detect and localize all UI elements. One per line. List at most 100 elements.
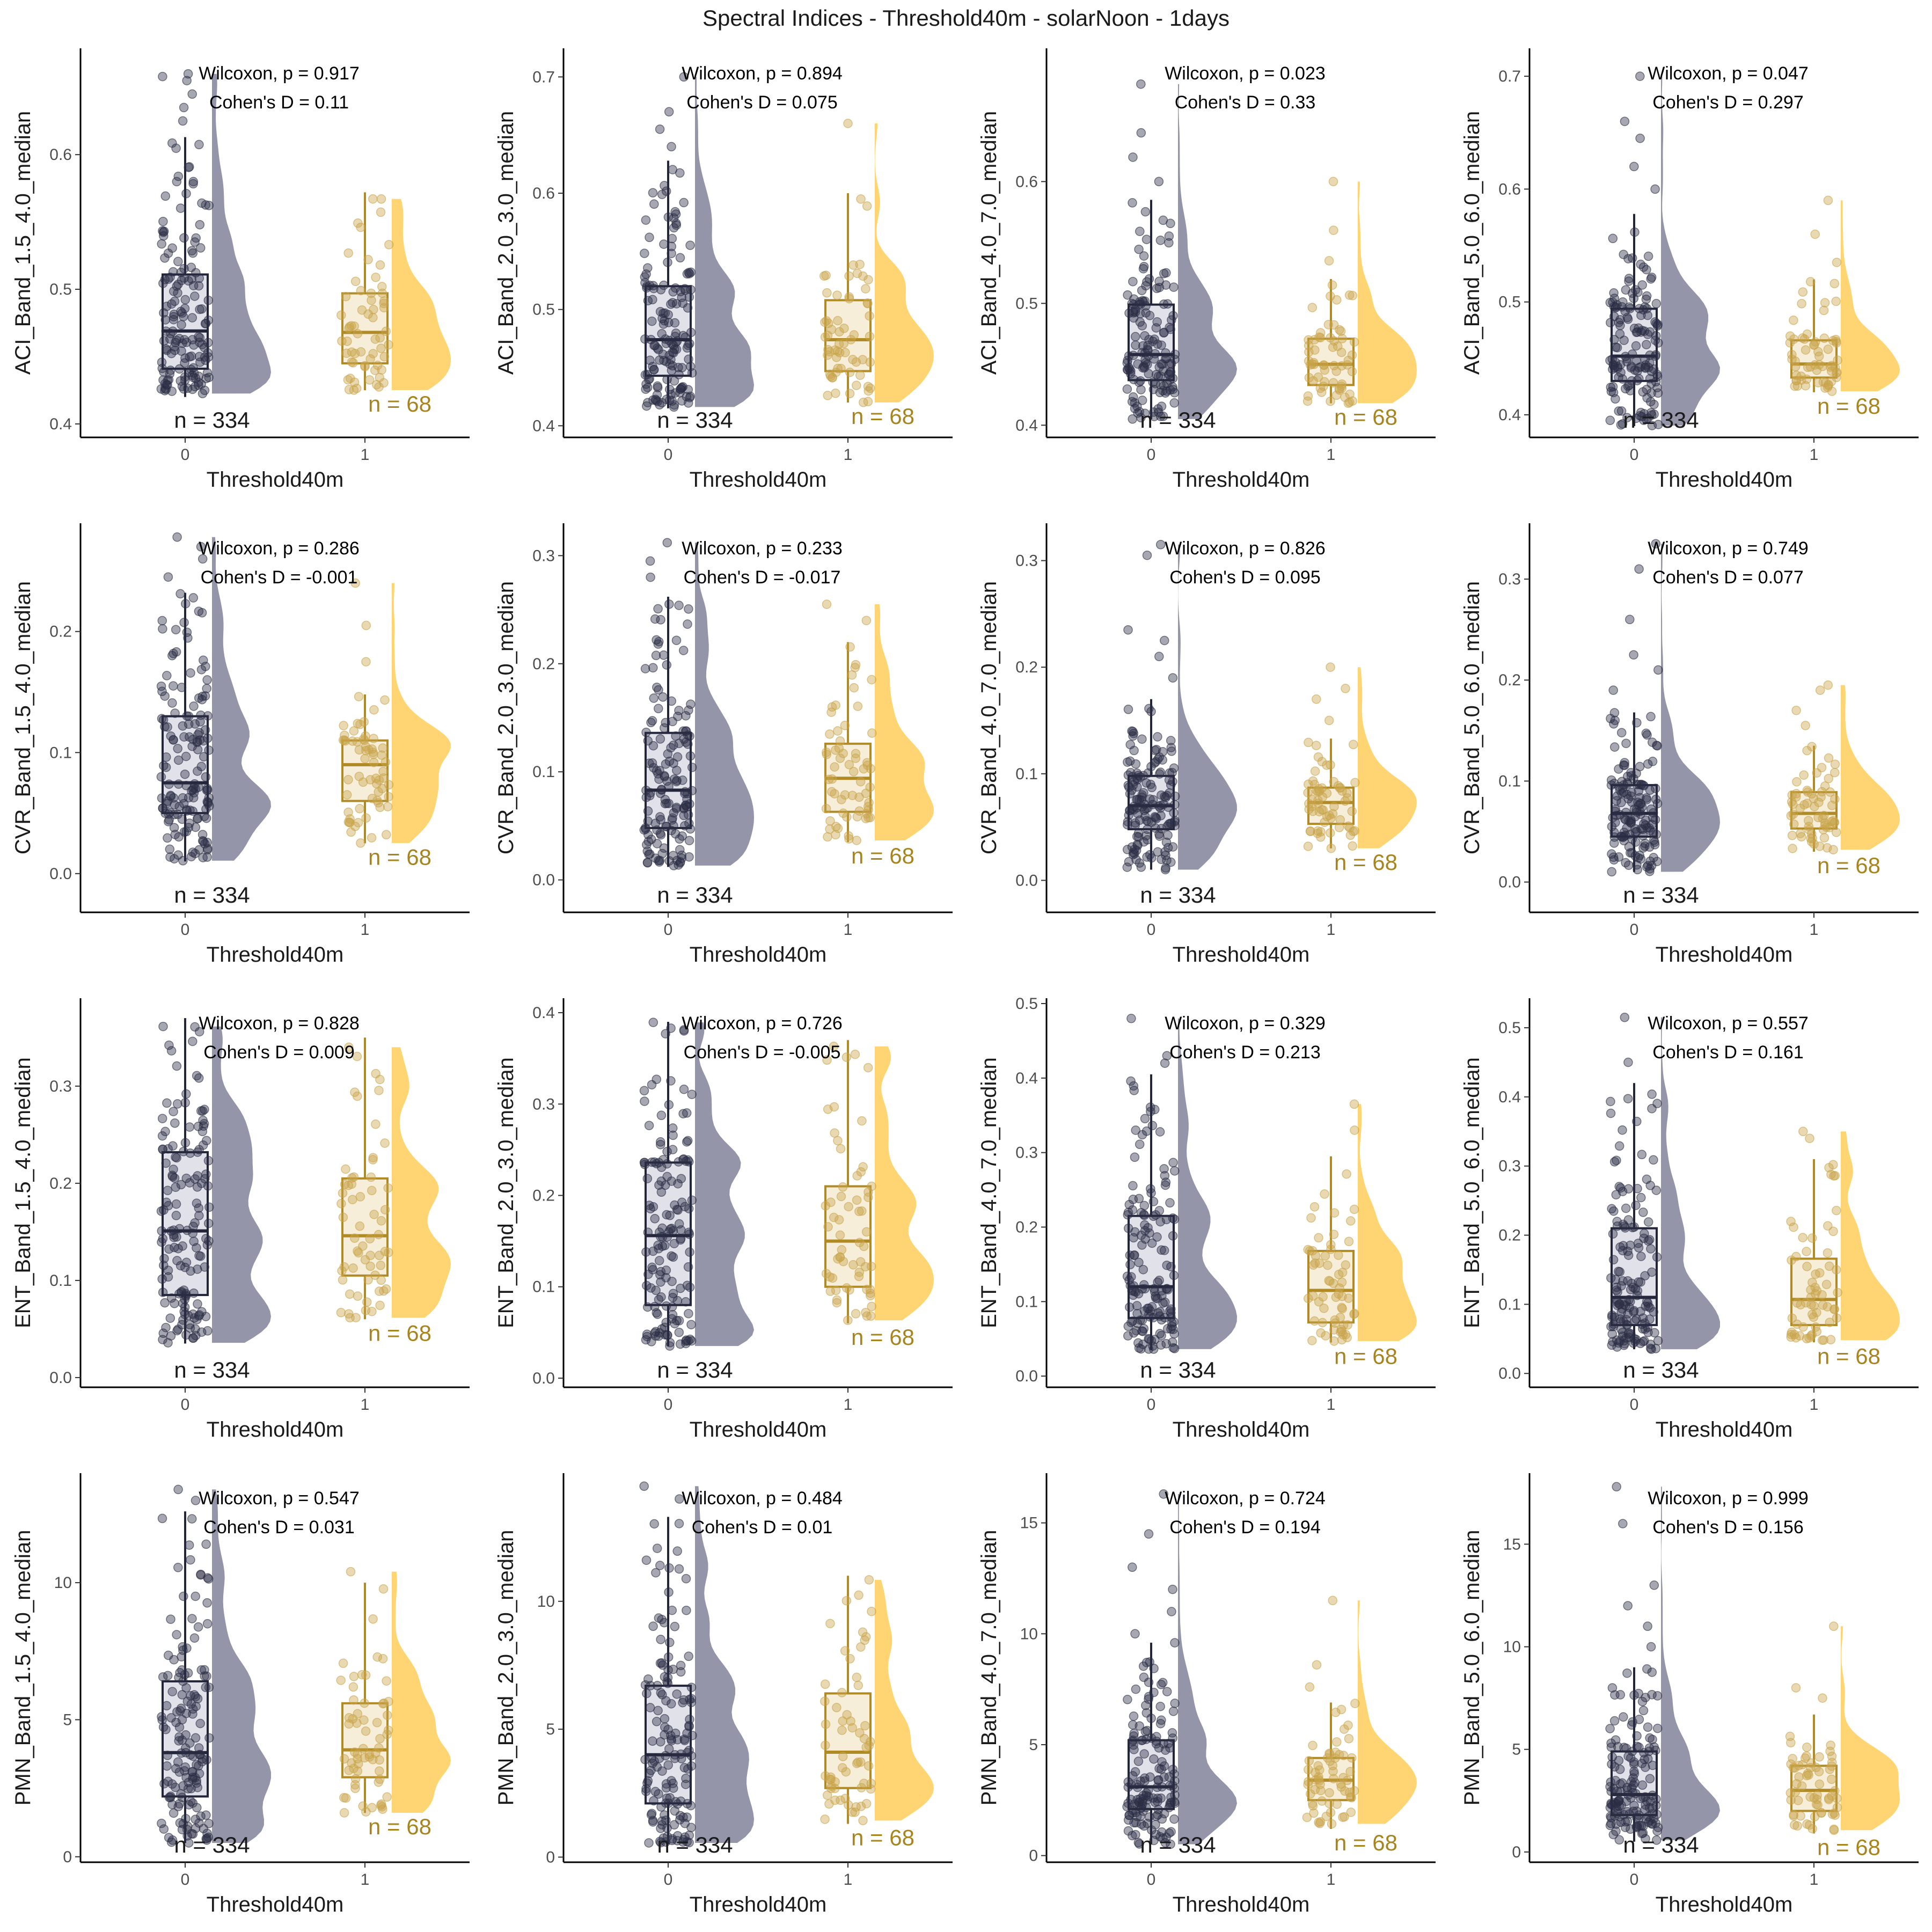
data-point (641, 384, 650, 394)
data-point (167, 698, 177, 708)
y-tick-label: 0.3 (532, 1095, 555, 1113)
data-point (1616, 1324, 1626, 1334)
data-point (1163, 1739, 1173, 1748)
data-point (680, 332, 690, 342)
data-point (178, 1642, 187, 1652)
data-point (186, 852, 196, 861)
data-point (1623, 1094, 1633, 1103)
data-point (843, 119, 853, 128)
half-violin-group-1 (875, 604, 934, 840)
data-point (656, 1137, 665, 1147)
x-tick-label: 0 (664, 1396, 673, 1414)
data-point (380, 757, 391, 767)
data-point (1141, 358, 1151, 368)
data-point (861, 284, 870, 294)
data-point (646, 335, 656, 345)
data-point (348, 358, 358, 368)
x-tick-label: 0 (664, 1871, 673, 1889)
data-point (172, 1326, 182, 1336)
data-point (350, 1780, 360, 1790)
data-point (183, 69, 193, 79)
data-point (1785, 331, 1795, 341)
data-point (163, 1185, 173, 1195)
data-point (160, 275, 170, 284)
data-point (1158, 359, 1168, 369)
data-point (648, 1265, 658, 1275)
data-point (680, 787, 690, 797)
data-point (648, 188, 658, 197)
data-point (1643, 251, 1653, 261)
data-point (684, 852, 694, 862)
data-point (640, 1096, 649, 1106)
data-point (345, 1289, 355, 1299)
data-point (1146, 1184, 1155, 1194)
data-point (1609, 1716, 1620, 1726)
data-point (356, 347, 366, 357)
data-point (665, 395, 675, 405)
data-point (162, 1098, 172, 1108)
data-point (169, 1808, 179, 1818)
data-point (1634, 1715, 1644, 1724)
data-point (1137, 348, 1147, 357)
x-tick-label: 0 (1147, 1871, 1156, 1889)
data-point (162, 752, 171, 762)
data-point (1166, 736, 1176, 745)
data-point (1635, 133, 1645, 143)
data-point (1648, 757, 1658, 766)
y-axis-label: ACI_Band_2.0_3.0_median (494, 111, 518, 375)
data-point (181, 188, 191, 199)
data-point (194, 1818, 204, 1828)
y-tick-label: 0.5 (532, 301, 555, 319)
data-point (1307, 1336, 1317, 1345)
data-point (1632, 1731, 1642, 1741)
panel-11: 0.00.10.20.30.40.50 1Threshold40mENT_Band… (1460, 998, 1919, 1441)
y-axis-label: ACI_Band_5.0_6.0_median (1460, 111, 1484, 375)
y-tick-label: 0.1 (1498, 1296, 1521, 1313)
data-point (1151, 823, 1160, 833)
data-point (1812, 1307, 1821, 1318)
data-point (1135, 1139, 1145, 1150)
data-point (1153, 339, 1162, 349)
data-point (826, 707, 836, 717)
data-point (1166, 780, 1176, 790)
data-point (363, 255, 373, 265)
data-point (346, 1567, 356, 1577)
data-point (1337, 1304, 1347, 1314)
data-point (369, 1210, 379, 1219)
data-point (1646, 712, 1656, 722)
data-point (1320, 817, 1329, 827)
x-axis-label: Threshold40m (1173, 468, 1310, 492)
data-point (848, 767, 859, 777)
cohens-d-label: Cohen's D = -0.017 (684, 567, 841, 588)
data-point (360, 361, 370, 371)
data-point (1123, 705, 1133, 714)
data-point (176, 306, 186, 317)
data-point (181, 781, 191, 791)
x-axis-label: Threshold40m (690, 1893, 827, 1916)
x-axis-label: Threshold40m (1656, 1893, 1793, 1916)
data-point (656, 615, 665, 625)
data-point (379, 378, 389, 388)
data-point (1787, 830, 1797, 840)
data-point (1170, 1699, 1180, 1708)
data-point (841, 1767, 851, 1777)
data-point (1308, 1740, 1318, 1751)
data-point (654, 1256, 664, 1265)
data-point (193, 1299, 202, 1309)
data-point (663, 1673, 673, 1682)
data-point (1158, 1678, 1168, 1687)
y-tick-label: 0.4 (1015, 1070, 1038, 1087)
data-point (1636, 1192, 1646, 1203)
data-point (657, 329, 667, 339)
data-point (685, 393, 694, 402)
data-point (1786, 1795, 1796, 1805)
data-point (647, 1080, 657, 1089)
data-point (854, 1238, 865, 1247)
data-point (1615, 314, 1625, 325)
data-point (850, 1049, 860, 1059)
data-point (1156, 811, 1166, 821)
y-axis-label: CVR_Band_5.0_6.0_median (1460, 581, 1484, 854)
data-point (374, 775, 384, 785)
data-point (172, 532, 182, 542)
